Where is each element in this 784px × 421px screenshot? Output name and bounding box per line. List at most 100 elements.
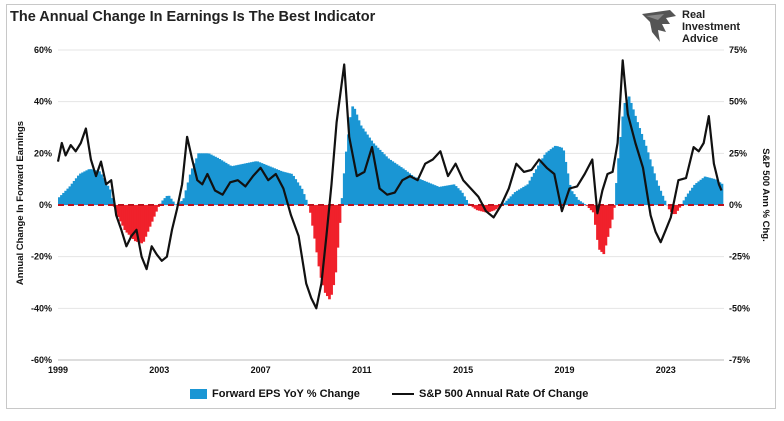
eps-bar (309, 205, 312, 213)
eps-bar (712, 178, 715, 205)
eps-bar (315, 205, 319, 253)
eps-bar (661, 195, 665, 205)
eps-bar (273, 168, 276, 205)
eps-bar (136, 205, 139, 242)
eps-bar (608, 205, 612, 229)
eps-bar (85, 170, 89, 205)
eps-bar (355, 114, 359, 205)
y2-tick-label: -75% (729, 355, 750, 365)
tick-labels: 60% 75% 40% 50% 20% 25% 0% 0% -20% -25% -40% -50% -6… (31, 45, 750, 375)
eps-bar (437, 186, 441, 205)
eps-bar (598, 205, 601, 250)
y-tick-label: -60% (31, 355, 52, 365)
eps-bar (707, 177, 711, 205)
eps-bar (410, 174, 414, 205)
eps-bar (117, 205, 120, 218)
eps-bar (98, 171, 101, 205)
eps-bar (604, 205, 608, 246)
eps-bar (646, 152, 650, 205)
eps-bar (87, 169, 91, 205)
eps-bar (579, 201, 582, 205)
eps-bar (370, 140, 374, 205)
eps-bar (638, 128, 642, 205)
eps-bar (188, 174, 192, 205)
eps-bar (340, 198, 344, 205)
eps-bar (178, 202, 181, 205)
eps-bar (589, 205, 593, 211)
chart-frame (6, 4, 776, 409)
eps-bar (594, 205, 597, 225)
eps-bar (344, 151, 348, 205)
eps-bar (380, 152, 384, 205)
eps-bar (317, 205, 321, 267)
eps-bar (144, 205, 148, 237)
y-tick-label: 0% (39, 200, 52, 210)
eps-bar (100, 174, 103, 205)
eps-bar (650, 166, 654, 205)
eps-bar (674, 205, 677, 215)
eps-bar (290, 173, 293, 205)
eps-bar (294, 179, 298, 205)
x-tick-label: 2019 (554, 365, 574, 375)
eps-bar (288, 173, 291, 205)
eps-bar (480, 205, 483, 212)
eps-bar (619, 136, 623, 205)
eps-bar (513, 192, 517, 205)
eps-bar (663, 200, 667, 205)
eps-bar (184, 190, 188, 205)
eps-bar (391, 161, 395, 205)
eps-bar (520, 188, 523, 205)
eps-bar (66, 188, 70, 205)
eps-bar (539, 161, 542, 205)
x-tick-label: 2003 (149, 365, 169, 375)
eps-bar (353, 108, 357, 205)
eps-bar (264, 164, 268, 205)
eps-bar (171, 201, 175, 205)
eps-bar (133, 205, 137, 242)
eps-bar (448, 185, 452, 205)
eps-bar (275, 169, 279, 205)
eps-bar (163, 198, 167, 205)
eps-bar (243, 163, 247, 205)
eps-bar (72, 180, 76, 205)
eps-bar (541, 158, 544, 205)
eps-bar (537, 165, 540, 205)
eps-bar (285, 172, 289, 205)
x-tick-label: 2015 (453, 365, 473, 375)
eps-bar (292, 175, 295, 205)
eps-bar (655, 180, 658, 205)
eps-bar (150, 205, 154, 222)
eps-bar (507, 198, 511, 205)
y2-tick-label: -50% (729, 303, 750, 313)
eps-bar (496, 205, 500, 208)
eps-bar (703, 176, 707, 205)
eps-bar (76, 175, 80, 205)
eps-bar (458, 190, 462, 205)
eps-bar (699, 179, 703, 205)
eps-bar (228, 165, 232, 205)
eps-bar (127, 205, 131, 235)
eps-bar (568, 184, 572, 205)
y2-tick-label: 75% (729, 45, 747, 55)
eps-bar (62, 192, 65, 205)
eps-bar (399, 167, 403, 205)
y2-tick-label: 50% (729, 97, 747, 107)
eps-bar (138, 205, 141, 243)
eps-bar (336, 205, 340, 248)
eps-bar (247, 162, 251, 205)
eps-bar (199, 153, 203, 205)
eps-bar (509, 196, 513, 205)
eps-bar (701, 178, 705, 205)
eps-bar (167, 195, 171, 205)
brand-logo-text: Real Investment Advice (682, 9, 740, 45)
eps-bar (271, 167, 274, 205)
eps-bar (195, 158, 198, 205)
eps-bar (235, 165, 238, 205)
eps-bar (91, 169, 95, 205)
eps-bar (349, 117, 352, 205)
eps-bar (123, 205, 127, 230)
eps-bar (558, 146, 561, 205)
eps-bar (119, 205, 122, 222)
eps-bar (321, 205, 325, 286)
eps-bar (60, 195, 63, 205)
